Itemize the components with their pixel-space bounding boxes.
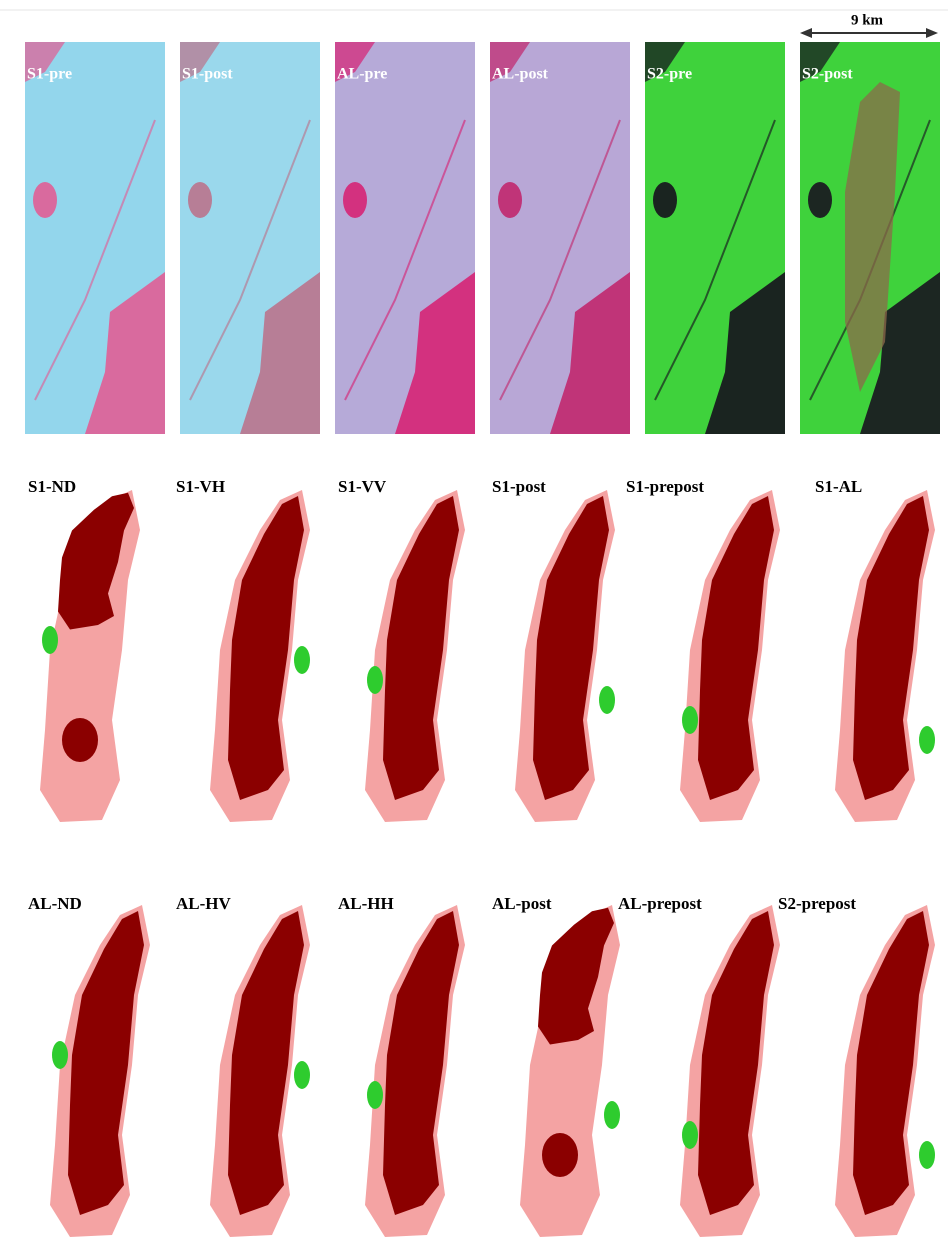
false-positive (42, 626, 58, 654)
burn-map: S1-VV (338, 477, 465, 822)
lake (343, 182, 367, 218)
panel-label: AL-prepost (618, 894, 702, 913)
burned-area (383, 496, 459, 800)
burn-map: AL-ND (28, 894, 150, 1237)
burned-area (853, 911, 929, 1215)
burn-map: S1-prepost (626, 477, 780, 822)
image-panel: S2-post (800, 42, 940, 434)
panel-label: S2-post (802, 66, 853, 83)
lake (498, 182, 522, 218)
burned-area (542, 1133, 578, 1177)
panel-label: AL-HH (338, 894, 394, 913)
false-positive (367, 666, 383, 694)
burned-area (68, 911, 144, 1215)
panel-label: AL-post (492, 66, 549, 83)
lake (33, 182, 57, 218)
panel-label: S1-VH (176, 477, 225, 496)
panel-label: S1-post (182, 66, 233, 83)
image-panel: S1-pre (25, 42, 165, 434)
panel-label: S1-VV (338, 477, 387, 496)
burn-map: S1-post (492, 477, 615, 822)
burned-area (228, 911, 304, 1215)
false-positive (599, 686, 615, 714)
panel-label: AL-post (492, 894, 552, 913)
panel-label: S1-post (492, 477, 546, 496)
burned-area (62, 718, 98, 762)
false-positive (682, 706, 698, 734)
image-panel: AL-pre (335, 42, 475, 434)
false-positive (52, 1041, 68, 1069)
panel-label: S1-AL (815, 477, 862, 496)
image-panel: AL-post (490, 42, 630, 434)
scale-label: 9 km (851, 12, 884, 28)
panel-label: AL-ND (28, 894, 82, 913)
burn-map: S1-VH (176, 477, 310, 822)
false-positive (919, 726, 935, 754)
panel-label: S1-ND (28, 477, 76, 496)
panel-label: AL-pre (337, 66, 387, 83)
panel-label: S2-prepost (778, 894, 856, 913)
image-panel: S1-post (180, 42, 320, 434)
panel-label: AL-HV (176, 894, 232, 913)
burn-map: AL-HV (176, 894, 310, 1237)
arrow-head (800, 28, 812, 38)
panel-label: S2-pre (647, 66, 692, 83)
false-positive (367, 1081, 383, 1109)
false-positive (294, 646, 310, 674)
burn-map: S1-ND (28, 477, 140, 822)
burned-area (698, 496, 774, 800)
burned-area (383, 911, 459, 1215)
figure: 9 km S1-pre S1-post AL-pre AL-post S2-pre S2-… (0, 0, 948, 1254)
burned-area (533, 496, 609, 800)
burn-map: AL-HH (338, 894, 465, 1237)
false-positive (682, 1121, 698, 1149)
lake (653, 182, 677, 218)
burn-map: AL-post (492, 894, 620, 1237)
false-positive (604, 1101, 620, 1129)
burn-map: S2-prepost (778, 894, 935, 1237)
burn-map: AL-prepost (618, 894, 780, 1237)
panel-label: S1-pre (27, 66, 72, 83)
burned-area (698, 911, 774, 1215)
scale-bar: 9 km (800, 12, 938, 38)
false-positive (294, 1061, 310, 1089)
lake (188, 182, 212, 218)
panel-label: S1-prepost (626, 477, 704, 496)
burned-area (228, 496, 304, 800)
burn-map: S1-AL (815, 477, 935, 822)
arrow-head (926, 28, 938, 38)
image-panel: S2-pre (645, 42, 785, 434)
false-positive (919, 1141, 935, 1169)
lake (808, 182, 832, 218)
burned-area (853, 496, 929, 800)
